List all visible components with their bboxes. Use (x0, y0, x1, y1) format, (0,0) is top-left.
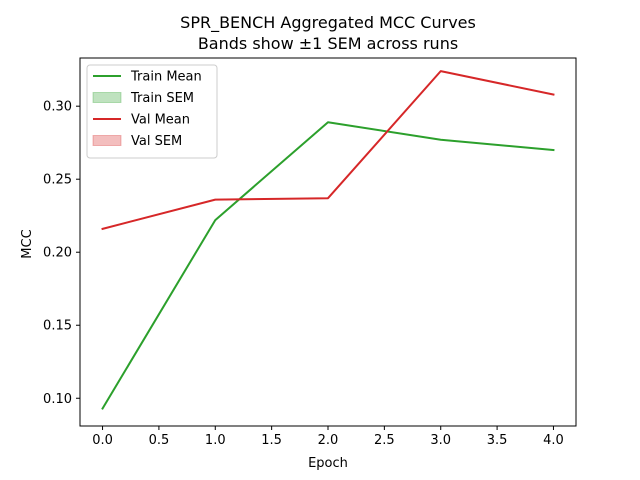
legend: Train Mean Train SEM Val Mean Val SEM (86, 64, 218, 159)
x-tick-label: 4.0 (543, 433, 564, 448)
x-axis-label: Epoch (308, 456, 348, 471)
plot-area (101, 70, 555, 410)
y-tick-label: 0.20 (43, 246, 72, 261)
y-tick-label: 0.25 (43, 173, 72, 188)
legend-label: Train SEM (130, 91, 194, 106)
legend-label: Val SEM (131, 134, 182, 149)
legend-swatch-patch (92, 92, 122, 103)
y-tick-label: 0.15 (43, 319, 72, 334)
axes-frame (79, 57, 577, 427)
x-tick-label: 3.5 (487, 433, 508, 448)
y-axis-label: MCC (20, 229, 35, 258)
x-tick-label: 2.0 (318, 433, 339, 448)
x-tick-label: 0.0 (92, 433, 113, 448)
x-tick-label: 2.5 (374, 433, 395, 448)
legend-swatch-patch (92, 135, 122, 146)
series-line-val-mean (101, 70, 555, 231)
legend-label: Train Mean (130, 70, 202, 85)
x-tick-label: 3.0 (430, 433, 451, 448)
y-tick-label: 0.30 (43, 100, 72, 115)
x-tick-label: 1.0 (205, 433, 226, 448)
y-axis-ticks: 0.10 0.15 0.20 0.25 0.30 (43, 100, 80, 407)
chart-subtitle: Bands show ±1 SEM across runs (198, 34, 458, 53)
y-tick-label: 0.10 (43, 392, 72, 407)
legend-box (86, 64, 218, 159)
x-tick-label: 1.5 (261, 433, 282, 448)
x-axis-ticks: 0.0 0.5 1.0 1.5 2.0 2.5 3.0 3.5 4.0 (92, 426, 564, 448)
legend-label: Val Mean (131, 113, 190, 128)
chart-title: SPR_BENCH Aggregated MCC Curves (180, 13, 476, 33)
x-tick-label: 0.5 (149, 433, 170, 448)
series-line-train-mean (101, 121, 555, 410)
